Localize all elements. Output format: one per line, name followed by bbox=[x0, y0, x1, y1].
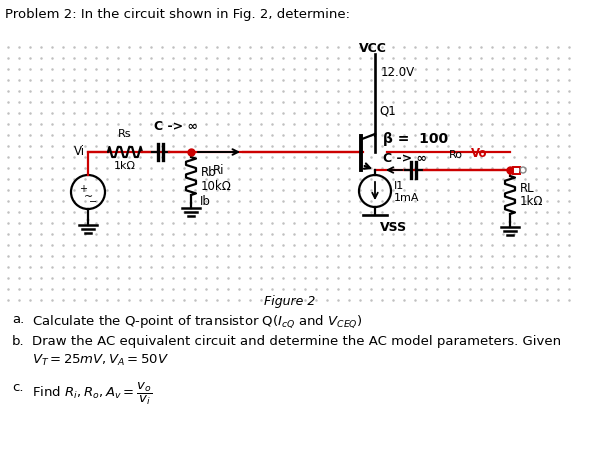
Text: 12.0V: 12.0V bbox=[381, 65, 415, 78]
Text: C -> ∞: C -> ∞ bbox=[154, 120, 198, 133]
Text: Draw the AC equivalent circuit and determine the AC model parameters. Given: Draw the AC equivalent circuit and deter… bbox=[32, 334, 561, 347]
Text: Vi: Vi bbox=[74, 145, 85, 158]
Text: Figure 2: Figure 2 bbox=[264, 295, 315, 307]
Text: Q1: Q1 bbox=[379, 105, 396, 118]
Text: Vo: Vo bbox=[471, 147, 488, 160]
Text: C -> ∞: C -> ∞ bbox=[383, 152, 427, 165]
Text: $V_T = 25mV, V_A = 50V$: $V_T = 25mV, V_A = 50V$ bbox=[32, 352, 169, 367]
Text: 1mA: 1mA bbox=[394, 193, 420, 202]
Text: VCC: VCC bbox=[359, 42, 387, 55]
Text: Rb: Rb bbox=[201, 166, 217, 179]
Text: Calculate the Q-point of transistor Q$(I_{cQ}$ and $V_{CEQ})$: Calculate the Q-point of transistor Q$(I… bbox=[32, 312, 362, 329]
Text: 10kΩ: 10kΩ bbox=[201, 180, 232, 193]
Text: Ro: Ro bbox=[449, 150, 463, 160]
Text: a.: a. bbox=[12, 312, 24, 325]
Text: VSS: VSS bbox=[380, 221, 407, 234]
Text: 1kΩ: 1kΩ bbox=[114, 161, 136, 170]
Text: Ib: Ib bbox=[199, 194, 211, 207]
Text: RL: RL bbox=[520, 182, 535, 195]
FancyBboxPatch shape bbox=[513, 168, 520, 175]
Text: Ri: Ri bbox=[213, 164, 225, 177]
Text: I1: I1 bbox=[394, 180, 405, 191]
Text: +: + bbox=[79, 184, 87, 193]
Text: c.: c. bbox=[12, 380, 23, 393]
Text: Rs: Rs bbox=[118, 129, 132, 139]
Text: Find $R_i, R_o, A_v = \dfrac{v_o}{v_i}$: Find $R_i, R_o, A_v = \dfrac{v_o}{v_i}$ bbox=[32, 380, 152, 406]
Text: b.: b. bbox=[12, 334, 25, 347]
Text: ~: ~ bbox=[83, 192, 93, 202]
Text: 1kΩ: 1kΩ bbox=[520, 195, 544, 208]
Text: Problem 2: In the circuit shown in Fig. 2, determine:: Problem 2: In the circuit shown in Fig. … bbox=[5, 8, 350, 21]
Text: −: − bbox=[89, 197, 97, 207]
Text: β =  100: β = 100 bbox=[383, 132, 448, 146]
